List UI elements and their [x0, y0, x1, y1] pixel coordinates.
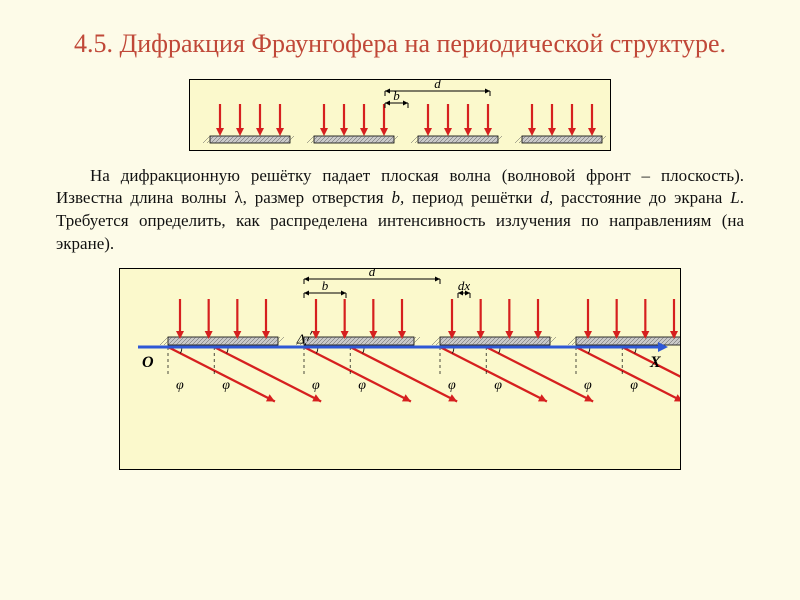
svg-text:φ: φ — [358, 378, 366, 393]
svg-text:φ: φ — [630, 378, 638, 393]
svg-text:dx: dx — [458, 278, 471, 293]
svg-text:O: O — [142, 354, 154, 371]
svg-text:d: d — [369, 268, 376, 279]
svg-text:b: b — [393, 88, 400, 103]
svg-text:φ: φ — [494, 378, 502, 393]
slide-title: 4.5. Дифракция Фраунгофера на периодичес… — [56, 28, 744, 61]
svg-text:φ: φ — [176, 378, 184, 393]
body-paragraph: На дифракционную решётку падает плоская … — [56, 165, 744, 257]
svg-text:b: b — [322, 278, 329, 293]
svg-text:φ: φ — [448, 378, 456, 393]
figure-grating-top: db — [189, 79, 611, 151]
figure-diffraction-rays: d b dx Δφ φ φ φ φ φ φ φ O X — [119, 268, 681, 470]
svg-text:φ: φ — [222, 378, 230, 393]
svg-text:φ: φ — [584, 378, 592, 393]
svg-text:Δ: Δ — [296, 333, 305, 348]
svg-text:d: d — [434, 79, 441, 91]
svg-text:φ: φ — [312, 378, 320, 393]
svg-text:X: X — [649, 354, 661, 371]
slide-page: { "title": "4.5. Дифракция Фраунгофера н… — [0, 0, 800, 600]
